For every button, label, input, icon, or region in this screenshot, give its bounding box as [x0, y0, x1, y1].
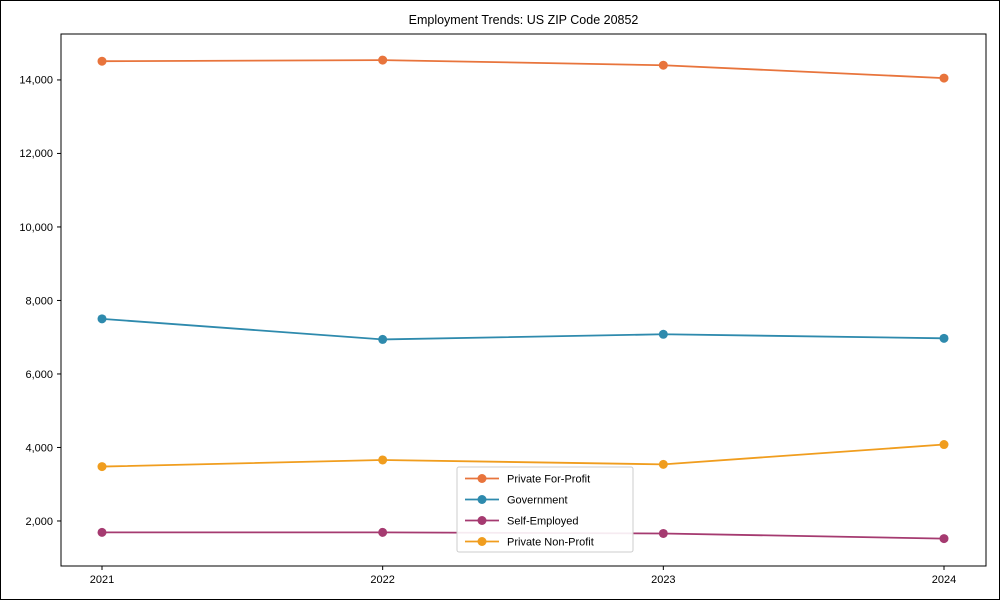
data-point-marker-private-for-profit	[658, 60, 668, 70]
data-point-marker-government	[658, 329, 668, 339]
y-axis-tick-label: 10,000	[19, 222, 53, 234]
legend-swatch-marker-government	[477, 495, 487, 504]
data-point-marker-private-non-profit	[97, 462, 107, 472]
data-point-marker-self-employed	[658, 528, 668, 538]
series-line-private-for-profit	[101, 59, 945, 80]
legend-swatch-marker-private-non-profit	[477, 537, 487, 546]
data-point-marker-private-for-profit	[939, 73, 949, 83]
legend-item-label-self-employed: Self-Employed	[507, 516, 579, 528]
y-axis-tick-label: 6,000	[25, 369, 53, 381]
x-axis-tick-label: 2023	[651, 574, 675, 586]
data-point-marker-private-non-profit	[939, 440, 949, 450]
data-point-marker-private-non-profit	[658, 459, 668, 469]
y-axis-tick-label: 12,000	[19, 148, 53, 160]
data-point-marker-self-employed	[378, 527, 388, 537]
data-point-marker-government	[939, 333, 949, 343]
x-axis-tick-label: 2022	[370, 574, 394, 586]
data-point-marker-private-for-profit	[97, 56, 107, 66]
legend-item-label-private-non-profit: Private Non-Profit	[507, 537, 594, 549]
legend-item-label-government: Government	[507, 495, 568, 507]
y-axis-tick-label: 14,000	[19, 75, 53, 87]
y-axis-tick-label: 2,000	[25, 516, 53, 528]
data-point-marker-self-employed	[97, 527, 107, 537]
data-point-marker-government	[97, 314, 107, 324]
x-axis-tick-label: 2021	[90, 574, 114, 586]
legend-swatch-marker-self-employed	[477, 516, 487, 525]
legend: Private For-Profit Government Self-Employe…	[456, 466, 634, 553]
legend-item-label-private-for-profit: Private For-Profit	[507, 474, 590, 486]
series-line-private-non-profit	[101, 443, 945, 468]
data-point-marker-private-non-profit	[378, 455, 388, 465]
series-line-government	[101, 317, 945, 341]
data-point-marker-government	[378, 334, 388, 344]
chart-title: Employment Trends: US ZIP Code 20852	[408, 13, 639, 27]
y-axis-tick-label: 8,000	[25, 295, 53, 307]
y-axis-tick-label: 4,000	[25, 442, 53, 454]
data-point-marker-private-for-profit	[378, 55, 388, 65]
legend-box	[456, 466, 634, 553]
legend-swatch-marker-private-for-profit	[477, 474, 487, 483]
data-point-marker-self-employed	[939, 534, 949, 544]
x-axis-tick-label: 2024	[932, 574, 956, 586]
